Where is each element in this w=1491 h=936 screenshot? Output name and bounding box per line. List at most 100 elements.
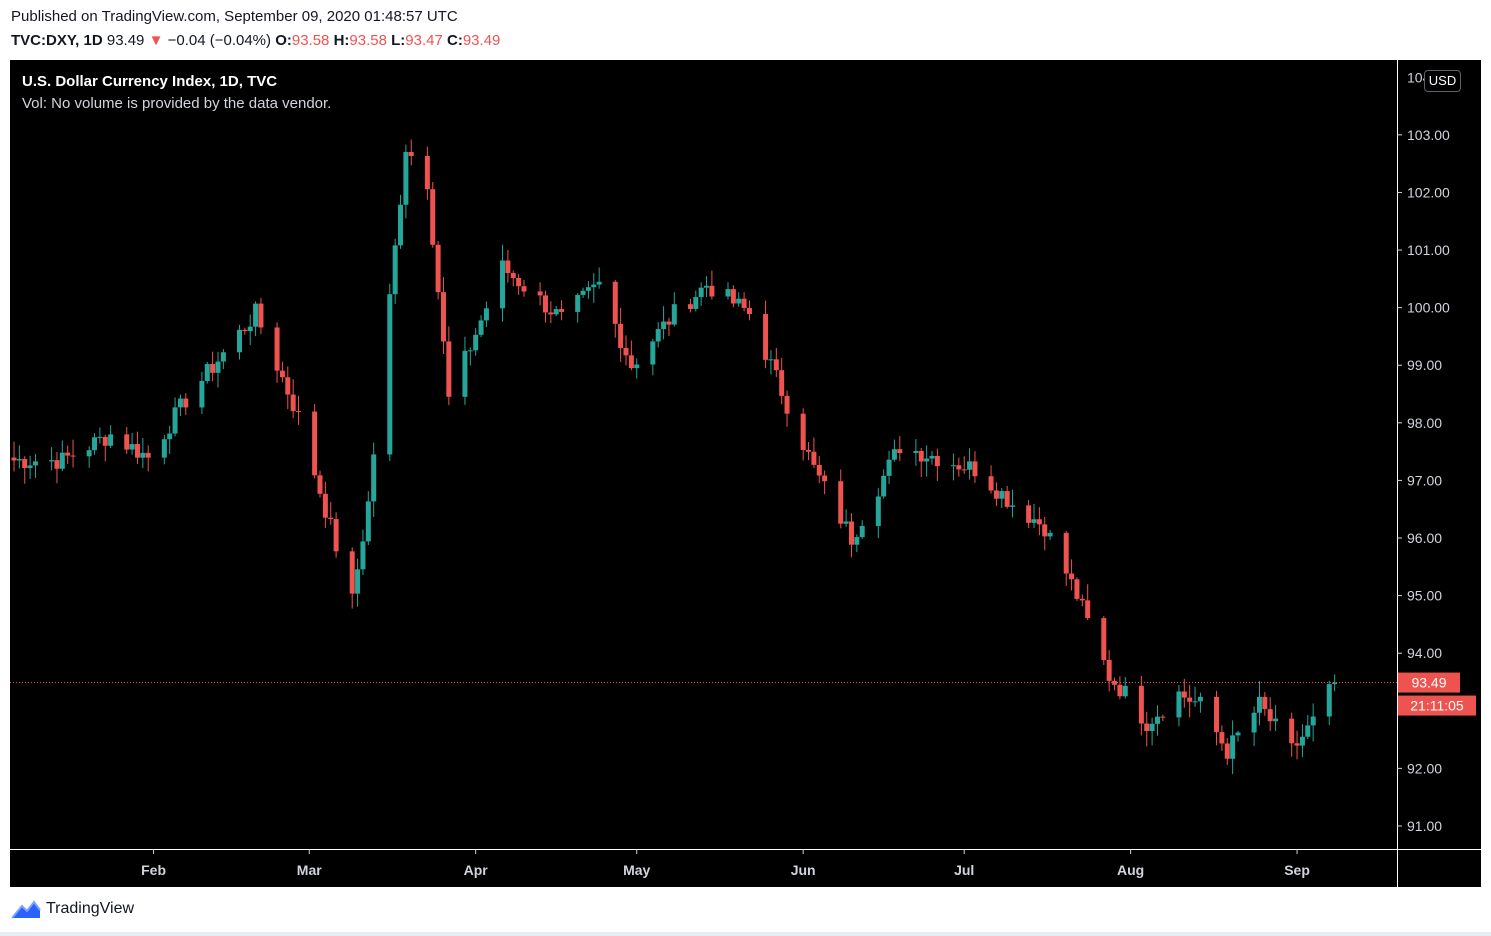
candle-body xyxy=(215,361,221,373)
candle-body xyxy=(355,569,361,594)
candle-body xyxy=(140,452,146,458)
candle-body xyxy=(618,323,624,348)
candle-body xyxy=(671,304,677,325)
candle-body xyxy=(1074,579,1080,599)
last-price: 93.49 xyxy=(106,32,145,49)
brand-name: TradingView xyxy=(46,900,135,917)
y-tick-label: 97.00 xyxy=(1407,472,1442,488)
candle-body xyxy=(1310,716,1316,726)
candle-body xyxy=(628,355,634,369)
candle-body xyxy=(623,347,629,356)
price-chart[interactable]: 103.00 102.00 101.00 100.00 99.00 98.00 97.00 9… xyxy=(10,60,1481,887)
close-label: C: xyxy=(447,32,463,49)
candle-body xyxy=(473,334,479,351)
y-tick-label: 91.00 xyxy=(1407,818,1442,834)
candle-body xyxy=(516,277,522,287)
candle-body xyxy=(204,364,210,381)
last-price-label: 93.49 xyxy=(1411,675,1446,691)
candle-body xyxy=(1138,685,1144,724)
candle-body xyxy=(881,475,887,497)
bottom-border xyxy=(0,932,1491,936)
candle-body xyxy=(279,370,285,378)
candle-body xyxy=(32,461,38,466)
candle-body xyxy=(1273,718,1279,722)
x-tick-label: May xyxy=(623,862,650,878)
candle-body xyxy=(1117,684,1123,697)
candle-body xyxy=(875,496,881,526)
candle-body xyxy=(1187,697,1193,702)
chart-panel[interactable]: 103.00 102.00 101.00 100.00 99.00 98.00 97.00 9… xyxy=(10,60,1481,887)
tradingview-logo[interactable]: TradingView xyxy=(10,898,134,920)
candle-body xyxy=(1214,696,1220,733)
x-tick-label: Jul xyxy=(954,862,974,878)
candle-body xyxy=(177,398,183,408)
candle-body xyxy=(897,449,903,454)
candle-body xyxy=(591,284,597,288)
candle-body xyxy=(483,308,489,321)
currency-button[interactable]: USD xyxy=(1424,70,1461,92)
candle-body xyxy=(172,407,178,434)
x-tick-label: Apr xyxy=(464,862,489,878)
candle-body xyxy=(478,320,484,335)
y-tick-label: 102.00 xyxy=(1407,184,1450,200)
candle-body xyxy=(779,370,785,396)
candle-body xyxy=(843,521,849,524)
candle-body xyxy=(1230,735,1236,759)
candle-body xyxy=(333,519,339,552)
y-tick-label: 98.00 xyxy=(1407,415,1442,431)
candle-body xyxy=(365,501,371,542)
candle-body xyxy=(768,359,774,361)
candle-body xyxy=(97,436,103,438)
candle-body xyxy=(11,457,17,461)
y-tick-label: 101.00 xyxy=(1407,242,1450,258)
candle-body xyxy=(387,294,393,455)
high-value: 93.58 xyxy=(349,32,387,49)
last-price-badge xyxy=(1398,672,1460,693)
candle-body xyxy=(1085,600,1091,619)
candle-body xyxy=(918,450,924,462)
y-tick-label: 96.00 xyxy=(1407,530,1442,546)
candle-body xyxy=(580,290,586,295)
x-tick-label: Sep xyxy=(1284,862,1310,878)
price-change: −0.04 (−0.04%) xyxy=(167,32,272,49)
candle-body xyxy=(258,303,264,328)
candle-body xyxy=(913,450,919,454)
candle-body xyxy=(838,481,844,524)
candle-body xyxy=(741,298,747,309)
candle-body xyxy=(596,281,602,285)
candle-body xyxy=(709,285,715,297)
candle-body xyxy=(559,309,565,312)
candle-body xyxy=(999,491,1005,499)
candle-body xyxy=(59,452,65,469)
candle-body xyxy=(612,281,618,324)
candle-body xyxy=(548,312,554,315)
candle-body xyxy=(634,364,640,369)
candle-body xyxy=(86,450,92,457)
candle-body xyxy=(1267,709,1273,722)
candle-body xyxy=(236,329,242,353)
candle-body xyxy=(655,329,661,342)
candle-body xyxy=(1299,736,1305,746)
candle-body xyxy=(698,287,704,298)
candle-body xyxy=(704,285,710,288)
candle-body xyxy=(1149,723,1155,731)
symbol-label: TVC:DXY, 1D xyxy=(11,32,103,49)
candle-body xyxy=(247,326,253,332)
low-label: L: xyxy=(391,32,406,49)
x-tick-label: Mar xyxy=(297,862,322,878)
candle-body xyxy=(650,341,656,365)
candle-body xyxy=(924,458,930,462)
candle-body xyxy=(773,359,779,371)
candle-body xyxy=(1036,519,1042,525)
candle-body xyxy=(1047,532,1053,537)
candle-body xyxy=(553,309,559,315)
candle-body xyxy=(167,433,173,440)
volume-note: Vol: No volume is provided by the data v… xyxy=(22,95,332,112)
close-value: 93.49 xyxy=(462,32,501,49)
candle-body xyxy=(934,455,940,467)
candle-body xyxy=(49,460,55,462)
candle-body xyxy=(403,151,409,205)
candle-body xyxy=(102,436,108,446)
x-tick-label: Aug xyxy=(1117,862,1144,878)
candle-body xyxy=(70,455,76,457)
